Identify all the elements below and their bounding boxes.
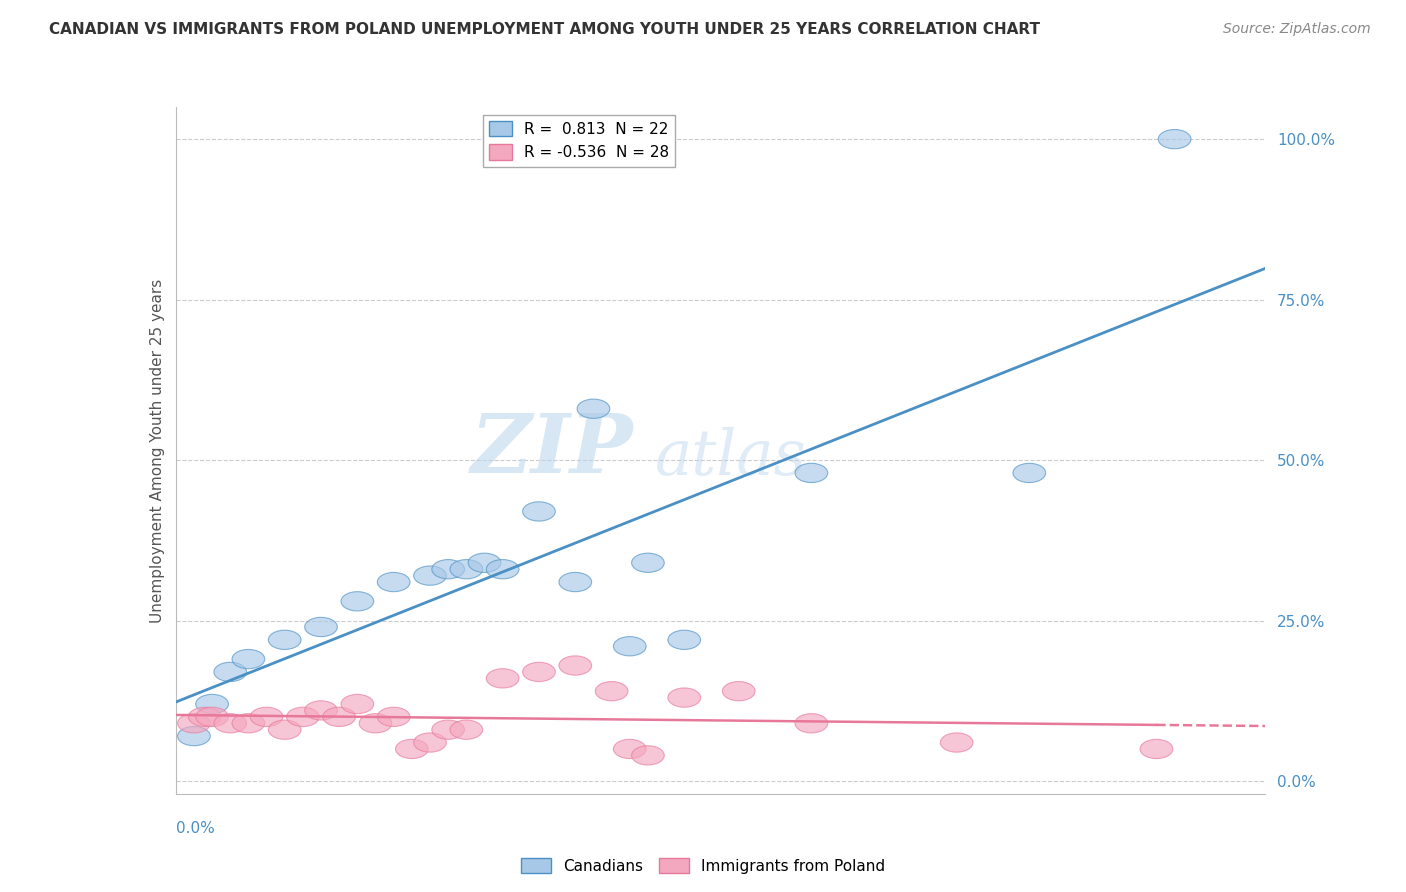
Ellipse shape [486, 669, 519, 688]
Ellipse shape [723, 681, 755, 701]
Ellipse shape [450, 559, 482, 579]
Ellipse shape [1159, 129, 1191, 149]
Ellipse shape [305, 617, 337, 637]
Text: atlas: atlas [655, 426, 807, 488]
Ellipse shape [269, 630, 301, 649]
Legend: R =  0.813  N = 22, R = -0.536  N = 28: R = 0.813 N = 22, R = -0.536 N = 28 [482, 115, 675, 167]
Ellipse shape [195, 694, 228, 714]
Ellipse shape [450, 720, 482, 739]
Ellipse shape [1140, 739, 1173, 758]
Ellipse shape [359, 714, 392, 733]
Ellipse shape [269, 720, 301, 739]
Ellipse shape [668, 630, 700, 649]
Ellipse shape [595, 681, 628, 701]
Ellipse shape [613, 637, 647, 656]
Ellipse shape [214, 662, 246, 681]
Ellipse shape [188, 707, 221, 726]
Ellipse shape [486, 559, 519, 579]
Ellipse shape [377, 707, 411, 726]
Ellipse shape [560, 656, 592, 675]
Ellipse shape [195, 707, 228, 726]
Y-axis label: Unemployment Among Youth under 25 years: Unemployment Among Youth under 25 years [149, 278, 165, 623]
Ellipse shape [232, 649, 264, 669]
Ellipse shape [177, 726, 211, 746]
Text: ZIP: ZIP [471, 410, 633, 491]
Ellipse shape [342, 591, 374, 611]
Text: Source: ZipAtlas.com: Source: ZipAtlas.com [1223, 22, 1371, 37]
Ellipse shape [432, 720, 464, 739]
Ellipse shape [413, 566, 446, 585]
Text: 0.0%: 0.0% [176, 822, 215, 837]
Ellipse shape [794, 463, 828, 483]
Ellipse shape [342, 694, 374, 714]
Ellipse shape [668, 688, 700, 707]
Ellipse shape [560, 573, 592, 591]
Ellipse shape [413, 733, 446, 752]
Text: CANADIAN VS IMMIGRANTS FROM POLAND UNEMPLOYMENT AMONG YOUTH UNDER 25 YEARS CORRE: CANADIAN VS IMMIGRANTS FROM POLAND UNEMP… [49, 22, 1040, 37]
Ellipse shape [523, 502, 555, 521]
Ellipse shape [395, 739, 429, 758]
Ellipse shape [323, 707, 356, 726]
Ellipse shape [941, 733, 973, 752]
Ellipse shape [1012, 463, 1046, 483]
Ellipse shape [468, 553, 501, 573]
Ellipse shape [287, 707, 319, 726]
Ellipse shape [631, 746, 664, 765]
Ellipse shape [576, 399, 610, 418]
Ellipse shape [177, 714, 211, 733]
Ellipse shape [794, 714, 828, 733]
Ellipse shape [250, 707, 283, 726]
Ellipse shape [232, 714, 264, 733]
Ellipse shape [523, 662, 555, 681]
Legend: Canadians, Immigrants from Poland: Canadians, Immigrants from Poland [515, 852, 891, 880]
Ellipse shape [631, 553, 664, 573]
Ellipse shape [432, 559, 464, 579]
Ellipse shape [305, 701, 337, 720]
Ellipse shape [377, 573, 411, 591]
Ellipse shape [613, 739, 647, 758]
Ellipse shape [214, 714, 246, 733]
